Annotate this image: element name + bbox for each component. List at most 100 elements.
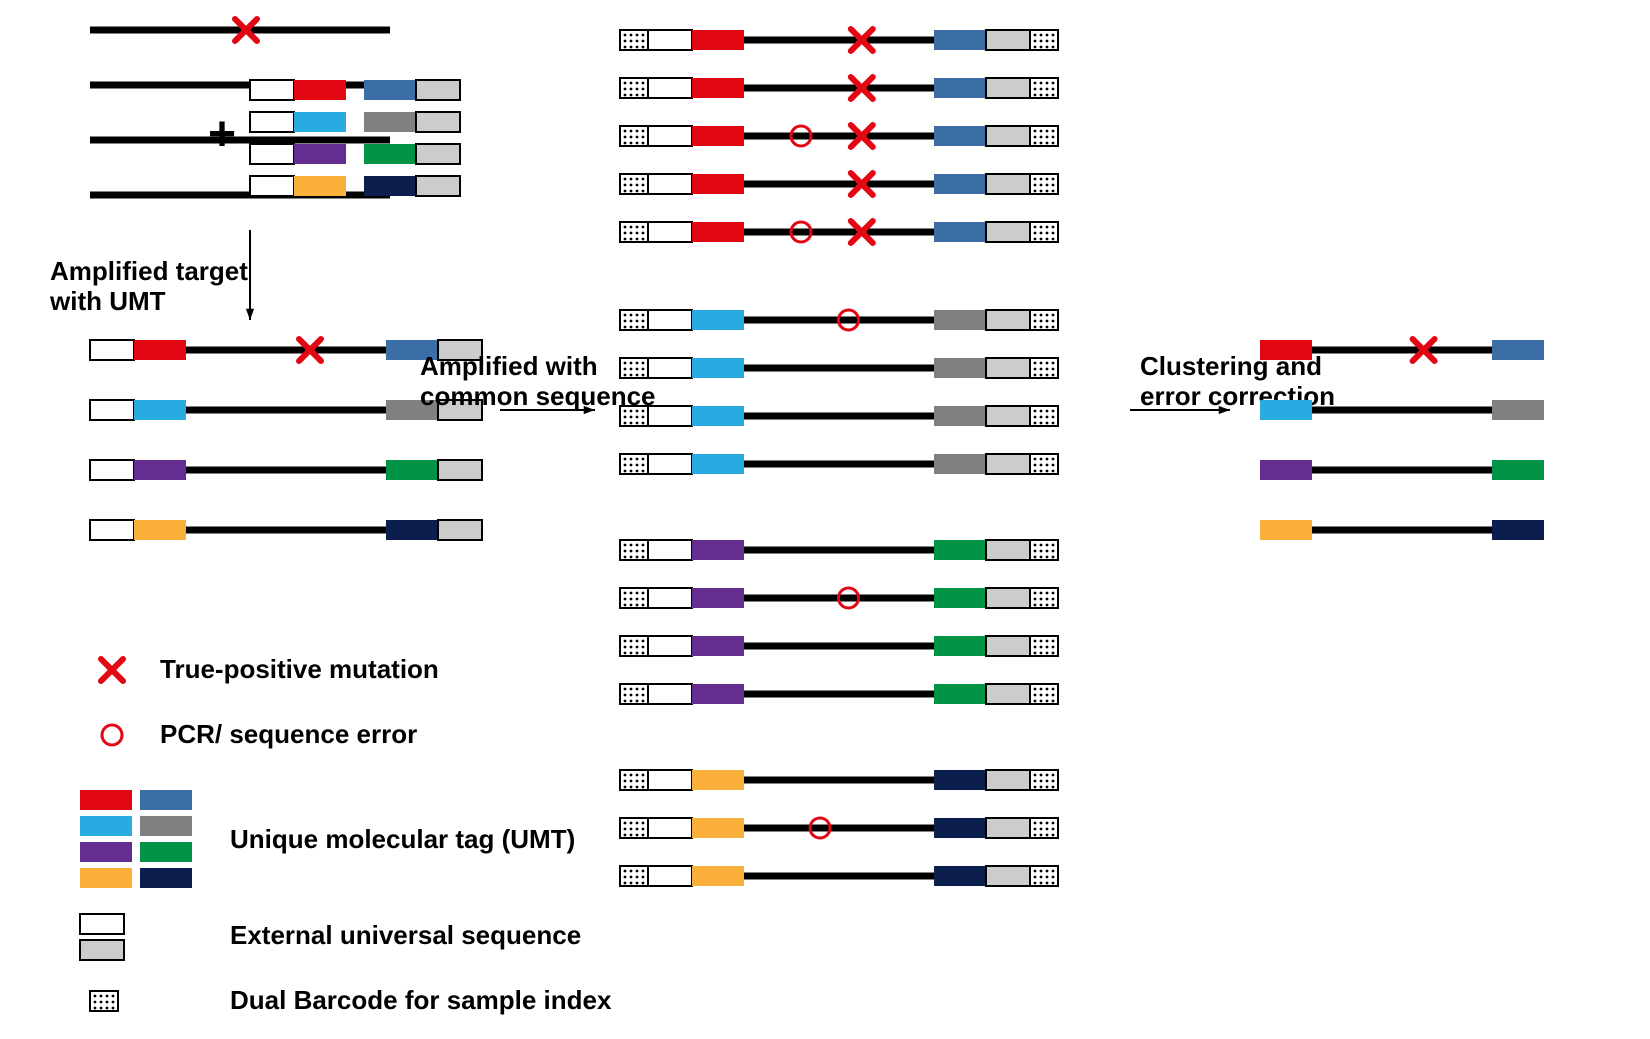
molecule (620, 454, 1058, 474)
molecule (620, 684, 1058, 704)
molecule (620, 770, 1058, 790)
external-seq-block (648, 78, 692, 98)
legend: True-positive mutationPCR/ sequence erro… (80, 654, 612, 1015)
molecule (620, 588, 1058, 608)
barcode-block (1030, 684, 1058, 704)
barcode-block (620, 126, 648, 146)
molecule (90, 460, 482, 480)
barcode-block (1030, 866, 1058, 886)
external-seq-block (648, 636, 692, 656)
external-seq-block (986, 684, 1030, 704)
umt-block (80, 868, 132, 888)
external-seq-block (416, 112, 460, 132)
barcode-block (620, 406, 648, 426)
external-seq-block (648, 310, 692, 330)
plus-sign: + (208, 108, 236, 161)
umt-block (134, 340, 186, 360)
molecule (620, 125, 1058, 147)
umt-block (934, 684, 986, 704)
barcode-block (620, 358, 648, 378)
external-seq-block (986, 174, 1030, 194)
barcode-block (1030, 30, 1058, 50)
external-seq-block (648, 866, 692, 886)
external-seq-block (90, 400, 134, 420)
umt-block (692, 866, 744, 886)
external-seq-block (986, 222, 1030, 242)
molecule (620, 406, 1058, 426)
umt-block (294, 144, 346, 164)
umt-block (934, 770, 986, 790)
barcode-block (90, 991, 118, 1011)
umt-block (692, 358, 744, 378)
molecule (90, 520, 482, 540)
umt-block (934, 406, 986, 426)
umt-block (1492, 340, 1544, 360)
barcode-block (620, 30, 648, 50)
umt-block (1260, 460, 1312, 480)
external-seq-block (648, 454, 692, 474)
external-seq-block (986, 30, 1030, 50)
external-seq-block (986, 636, 1030, 656)
barcode-block (1030, 770, 1058, 790)
umt-block (134, 460, 186, 480)
external-seq-block (648, 222, 692, 242)
umt-block (1260, 400, 1312, 420)
umt-block (364, 112, 416, 132)
external-seq-block (986, 540, 1030, 560)
external-seq-block (648, 174, 692, 194)
barcode-block (1030, 310, 1058, 330)
umt-block (134, 400, 186, 420)
external-seq-block (250, 80, 294, 100)
external-seq-block (648, 126, 692, 146)
arrow-step1 (246, 309, 254, 320)
umt-block (80, 816, 132, 836)
external-seq-block (416, 176, 460, 196)
barcode-block (1030, 126, 1058, 146)
molecule (620, 358, 1058, 378)
external-seq-block (416, 144, 460, 164)
umt-block (692, 770, 744, 790)
legend-umt: Unique molecular tag (UMT) (230, 824, 575, 854)
umt-block (934, 126, 986, 146)
umt-block (934, 78, 986, 98)
umt-block (140, 816, 192, 836)
molecule (620, 636, 1058, 656)
barcode-block (1030, 636, 1058, 656)
external-seq-block (90, 340, 134, 360)
barcode-block (620, 222, 648, 242)
legend-o: PCR/ sequence error (160, 719, 417, 749)
external-seq-block (416, 80, 460, 100)
barcode-block (620, 866, 648, 886)
barcode-block (1030, 78, 1058, 98)
barcode-block (1030, 222, 1058, 242)
external-seq-block (648, 684, 692, 704)
legend-bar: Dual Barcode for sample index (230, 985, 612, 1015)
external-seq-block (986, 78, 1030, 98)
umt-block (80, 842, 132, 862)
external-seq-block (250, 176, 294, 196)
external-seq-block (648, 406, 692, 426)
umt-block (692, 126, 744, 146)
barcode-block (620, 174, 648, 194)
external-seq-block (986, 310, 1030, 330)
molecule (1260, 400, 1544, 420)
barcode-block (620, 454, 648, 474)
external-seq-block (250, 144, 294, 164)
external-seq-block (438, 520, 482, 540)
external-seq-block (986, 588, 1030, 608)
umt-block (934, 222, 986, 242)
external-seq-block (648, 818, 692, 838)
umt-block (294, 80, 346, 100)
barcode-block (1030, 406, 1058, 426)
barcode-block (620, 78, 648, 98)
barcode-block (620, 588, 648, 608)
external-seq-block (648, 770, 692, 790)
barcode-block (620, 684, 648, 704)
external-seq-block (90, 520, 134, 540)
umt-block (1260, 520, 1312, 540)
umt-block (934, 866, 986, 886)
external-seq-block (80, 914, 124, 934)
molecule (620, 866, 1058, 886)
barcode-block (620, 540, 648, 560)
label-step1: Amplified targetwith UMT (49, 256, 248, 316)
